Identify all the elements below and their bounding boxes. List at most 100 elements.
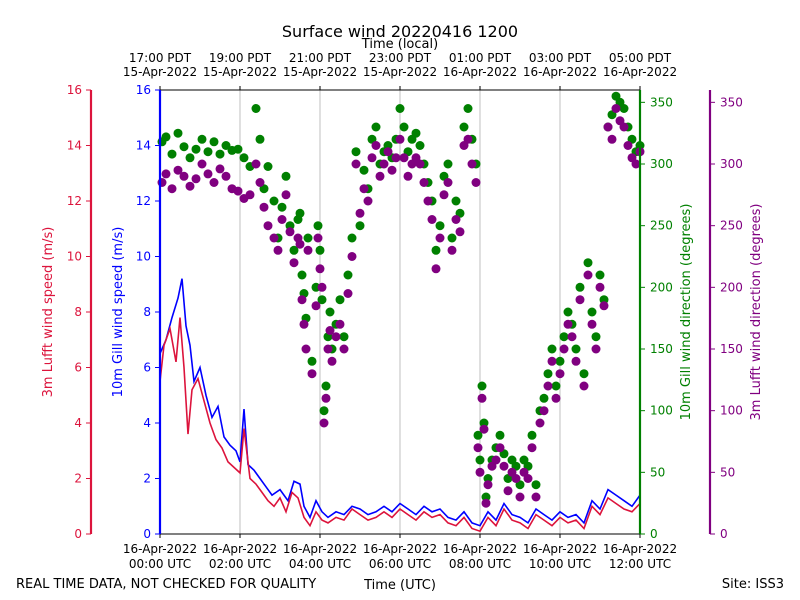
point-10m-gill-wind-direction [479, 418, 489, 428]
point-3m-lufft-wind-direction [575, 295, 585, 305]
top-x-axis-label: Time (local) [361, 37, 438, 52]
y-tick-label-luft-speed: 6 [74, 361, 82, 375]
point-3m-lufft-wind-direction [269, 233, 279, 243]
point-10m-gill-wind-direction [475, 455, 485, 465]
top-tick-label-date: 16-Apr-2022 [603, 65, 677, 79]
top-tick-label-time: 03:00 PDT [529, 51, 592, 65]
point-10m-gill-wind-direction [173, 128, 183, 138]
top-tick-label-time: 01:00 PDT [449, 51, 512, 65]
point-3m-lufft-wind-direction [611, 104, 621, 113]
point-3m-lufft-wind-direction [439, 190, 449, 200]
point-10m-gill-wind-direction [477, 381, 487, 391]
y-tick-label-luft-speed: 12 [67, 194, 82, 208]
y-tick-label-luft-dir: 50 [720, 465, 735, 479]
point-3m-lufft-wind-direction [423, 196, 433, 206]
point-10m-gill-wind-direction [191, 144, 201, 154]
top-tick-label-time: 21:00 PDT [289, 51, 352, 65]
y-tick-label-luft-speed: 4 [74, 416, 82, 430]
site-label: Site: ISS3 [722, 577, 784, 592]
point-3m-lufft-wind-direction [191, 174, 201, 184]
point-3m-lufft-wind-direction [455, 227, 465, 237]
point-3m-lufft-wind-direction [161, 169, 171, 179]
point-10m-gill-wind-direction [167, 149, 177, 159]
y-tick-label-gill-dir: 50 [650, 465, 665, 479]
y-axis-label-luft-speed: 3m Lufft wind speed (m/s) [41, 227, 56, 398]
point-10m-gill-wind-direction [317, 295, 327, 305]
point-10m-gill-wind-direction [583, 258, 593, 268]
point-3m-lufft-wind-direction [555, 369, 565, 379]
point-3m-lufft-wind-direction [567, 332, 577, 342]
point-3m-lufft-wind-direction [281, 190, 291, 200]
point-3m-lufft-wind-direction [483, 480, 493, 490]
point-3m-lufft-wind-direction [419, 178, 429, 187]
point-3m-lufft-wind-direction [571, 356, 581, 366]
y-tick-label-luft-speed: 10 [67, 250, 82, 264]
point-3m-lufft-wind-direction [375, 171, 385, 181]
y-axis-label-gill-speed: 10m Gill wind speed (m/s) [111, 227, 126, 398]
point-3m-lufft-wind-direction [535, 418, 545, 428]
point-3m-lufft-wind-direction [327, 356, 337, 366]
point-10m-gill-wind-direction [185, 153, 195, 163]
point-10m-gill-wind-direction [351, 147, 361, 157]
point-10m-gill-wind-direction [559, 332, 569, 342]
point-10m-gill-wind-direction [359, 165, 369, 175]
point-3m-lufft-wind-direction [307, 369, 317, 379]
point-10m-gill-wind-direction [355, 221, 365, 231]
point-3m-lufft-wind-direction [499, 461, 509, 471]
point-3m-lufft-wind-direction [435, 233, 445, 243]
y-tick-label-luft-speed: 14 [67, 139, 82, 153]
point-3m-lufft-wind-direction [179, 171, 189, 181]
x-tick-label-time: 04:00 UTC [289, 557, 351, 571]
y-tick-label-gill-speed: 2 [143, 472, 151, 486]
series-10m-gill-wind-direction-points [157, 91, 645, 502]
point-10m-gill-wind-direction [579, 369, 589, 379]
point-3m-lufft-wind-direction [463, 134, 473, 144]
x-tick-label-date: 16-Apr-2022 [363, 542, 437, 556]
y-axis-label-gill-dir: 10m Gill wind direction (degrees) [679, 204, 694, 421]
point-10m-gill-wind-direction [395, 104, 405, 113]
point-3m-lufft-wind-direction [339, 344, 349, 354]
point-3m-lufft-wind-direction [475, 467, 485, 477]
point-3m-lufft-wind-direction [185, 181, 195, 191]
point-3m-lufft-wind-direction [631, 159, 641, 169]
point-3m-lufft-wind-direction [495, 443, 505, 453]
point-10m-gill-wind-direction [251, 104, 261, 113]
point-3m-lufft-wind-direction [335, 319, 345, 329]
point-3m-lufft-wind-direction [607, 134, 617, 144]
point-10m-gill-wind-direction [325, 307, 335, 317]
point-3m-lufft-wind-direction [233, 186, 243, 196]
point-3m-lufft-wind-direction [395, 134, 405, 144]
point-3m-lufft-wind-direction [543, 381, 553, 391]
series-3m-lufft-wind-direction-points [157, 104, 645, 508]
y-tick-label-gill-speed: 16 [136, 83, 151, 97]
point-3m-lufft-wind-direction [451, 215, 461, 224]
point-10m-gill-wind-direction [571, 344, 581, 354]
point-3m-lufft-wind-direction [471, 178, 481, 187]
point-10m-gill-wind-direction [371, 122, 381, 132]
point-10m-gill-wind-direction [587, 307, 597, 317]
point-3m-lufft-wind-direction [391, 153, 401, 163]
point-10m-gill-wind-direction [297, 270, 307, 280]
y-tick-label-gill-dir: 350 [650, 95, 673, 109]
point-3m-lufft-wind-direction [251, 159, 261, 169]
x-tick-label-time: 06:00 UTC [369, 557, 431, 571]
y-tick-label-gill-dir: 300 [650, 157, 673, 171]
series-10m-gill-wind-speed-line [159, 278, 641, 527]
point-3m-lufft-wind-direction [299, 319, 309, 329]
point-3m-lufft-wind-direction [215, 164, 225, 174]
y-tick-label-luft-speed: 0 [74, 527, 82, 541]
point-3m-lufft-wind-direction [383, 147, 393, 157]
y-tick-label-gill-speed: 12 [136, 194, 151, 208]
point-3m-lufft-wind-direction [295, 239, 305, 249]
top-tick-label-date: 15-Apr-2022 [283, 65, 357, 79]
top-tick-label-date: 16-Apr-2022 [523, 65, 597, 79]
point-10m-gill-wind-direction [435, 221, 445, 231]
point-10m-gill-wind-direction [315, 245, 325, 255]
x-tick-label-date: 16-Apr-2022 [523, 542, 597, 556]
series-3m-lufft-wind-speed-line [159, 317, 641, 533]
point-10m-gill-wind-direction [399, 122, 409, 132]
point-3m-lufft-wind-direction [399, 153, 409, 163]
point-3m-lufft-wind-direction [203, 169, 213, 179]
chart-title: Surface wind 20220416 1200 [282, 22, 518, 41]
